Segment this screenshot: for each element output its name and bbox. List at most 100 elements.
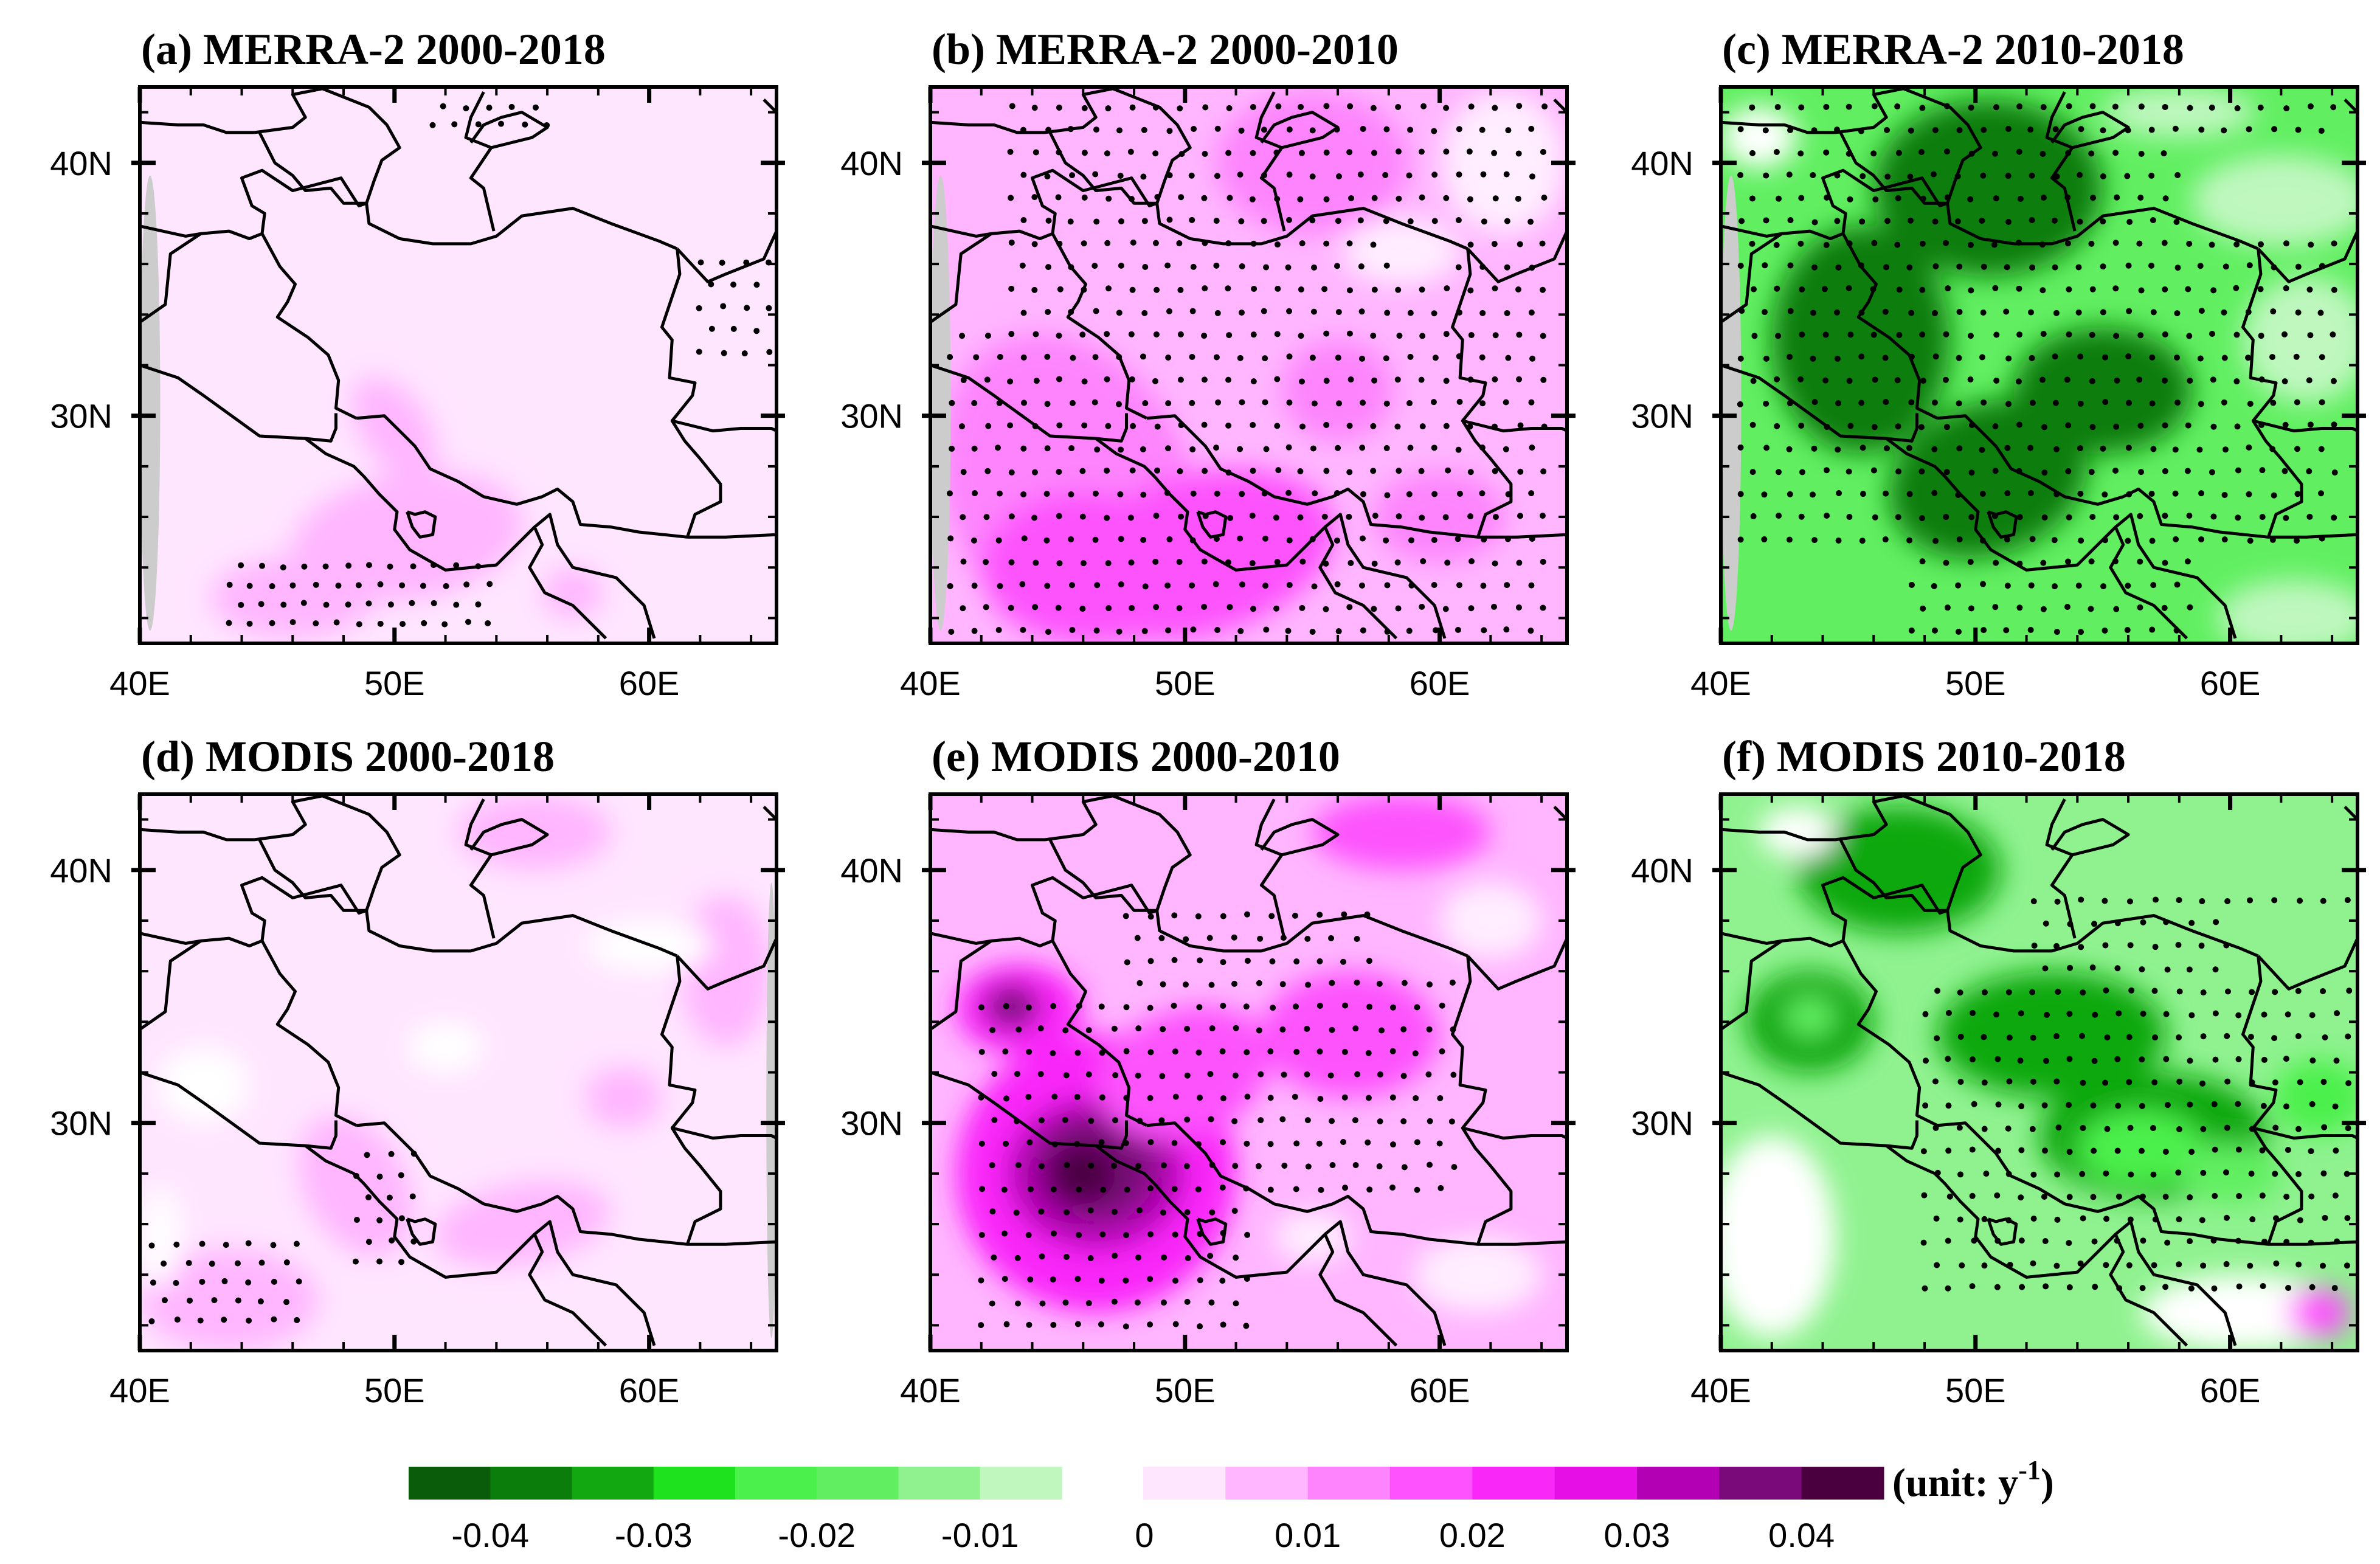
stipple-dot [1267, 1048, 1274, 1055]
stipple-dot [1528, 310, 1535, 316]
stipple-dot [2297, 1217, 2303, 1223]
stipple-dot [1160, 981, 1166, 988]
stipple-dot [1171, 957, 1178, 963]
stipple-dot [1540, 558, 1546, 565]
stipple-dot [2223, 1261, 2230, 1267]
stipple-dot [2043, 1057, 2050, 1064]
stipple-dot [2233, 331, 2240, 338]
stipple-dot [1154, 286, 1160, 293]
stipple-dot [1517, 513, 1523, 519]
colorbar-swatch [1390, 1467, 1473, 1500]
stipple-dot [2272, 1079, 2278, 1086]
stipple-dot [741, 350, 748, 357]
stipple-dot [1279, 981, 1286, 988]
colorbar-swatch [898, 1467, 981, 1500]
stipple-dot [1076, 1186, 1082, 1193]
stipple-dot [1480, 171, 1487, 178]
boundary-line [763, 99, 777, 114]
stipple-dot [1431, 128, 1437, 134]
stipple-dot [2115, 1010, 2122, 1017]
stipple-dot [2295, 1261, 2302, 1268]
stipple-dot [1945, 1285, 1951, 1292]
stipple-dot [1479, 126, 1486, 133]
stipple-dot [1127, 514, 1134, 521]
stipple-dot [1871, 103, 1878, 109]
stipple-dot [2198, 536, 2205, 542]
stipple-dot [1354, 936, 1360, 943]
stipple-dot [1895, 150, 1902, 156]
stipple-dot [2137, 423, 2144, 429]
stipple-dot [1001, 1230, 1008, 1237]
x-tick-label: 60E [619, 664, 680, 702]
stipple-dot [1335, 218, 1341, 224]
stipple-dot [1141, 218, 1148, 224]
stipple-dot [947, 535, 954, 542]
stipple-dot [1383, 355, 1389, 362]
stipple-dot [1195, 1049, 1202, 1056]
stipple-dot [721, 350, 727, 356]
stipple-dot [1882, 355, 1889, 361]
stipple-dot [2210, 287, 2217, 294]
stipple-dot [1164, 582, 1171, 589]
stipple-dot [1980, 627, 1987, 634]
stipple-dot [1202, 468, 1208, 474]
stipple-dot [2065, 422, 2072, 429]
stipple-dot [2257, 104, 2264, 111]
boundary-line [1451, 248, 1567, 433]
stipple-dot [2187, 1101, 2193, 1108]
stipple-dot [1098, 1321, 1104, 1327]
stipple-dot [2080, 1215, 2086, 1222]
stipple-dot [2317, 310, 2324, 316]
stipple-dot [1980, 263, 1987, 270]
stipple-dot [1414, 1139, 1420, 1146]
stipple-dot [2247, 897, 2254, 904]
stipple-dot [1400, 1073, 1407, 1079]
boundary-line [2050, 111, 2130, 150]
stipple-dot [1377, 1118, 1383, 1125]
stipple-dot [1366, 1003, 1373, 1010]
boundary-line [1898, 87, 1982, 204]
trend-contour [983, 983, 1040, 1029]
stipple-dot [1431, 582, 1437, 589]
stipple-dot [1357, 171, 1364, 178]
stipple-dot [2200, 989, 2207, 996]
stipple-dot [1749, 240, 1756, 247]
stipple-dot [1007, 378, 1014, 385]
stipple-dot [2309, 1012, 2316, 1019]
stipple-dot [1505, 355, 1512, 361]
boundary-line [356, 414, 777, 539]
stipple-dot [1968, 514, 1975, 521]
boundary-line [2241, 248, 2358, 433]
stipple-dot [2247, 538, 2254, 544]
stipple-dot [1396, 513, 1402, 520]
stipple-dot [1516, 103, 1523, 109]
stipple-dot [1184, 1025, 1191, 1032]
stipple-dot [2235, 1146, 2242, 1153]
stipple-dot [1197, 1277, 1203, 1284]
stipple-dot [486, 581, 493, 587]
stipple-dot [1118, 446, 1124, 453]
stipple-dot [1737, 401, 1743, 407]
stipple-dot [1968, 104, 1974, 111]
stipple-dot [1263, 264, 1270, 271]
stipple-dot [2149, 400, 2156, 407]
axis-ticks [922, 87, 1576, 643]
stipple-dot [2016, 103, 2023, 110]
stipple-dot [522, 121, 528, 128]
stipple-dot [1763, 217, 1769, 224]
stipple-dot [1008, 239, 1015, 246]
boundary-line [1051, 233, 1148, 420]
stipple-dot [257, 1298, 264, 1305]
trend-contour [140, 1249, 319, 1351]
stipple-dot [1389, 1094, 1396, 1101]
stipple-dot [2331, 1285, 2338, 1292]
stipple-dot [211, 1297, 218, 1304]
stipple-dot [1129, 104, 1136, 111]
stipple-dot [1400, 1118, 1407, 1124]
boundary-line [676, 938, 777, 991]
stipple-dot [1945, 1056, 1951, 1062]
stipple-dot [1081, 194, 1088, 201]
stipple-dot [2100, 583, 2107, 590]
stipple-dot [1751, 333, 1758, 339]
stipple-dot [2126, 1079, 2133, 1085]
